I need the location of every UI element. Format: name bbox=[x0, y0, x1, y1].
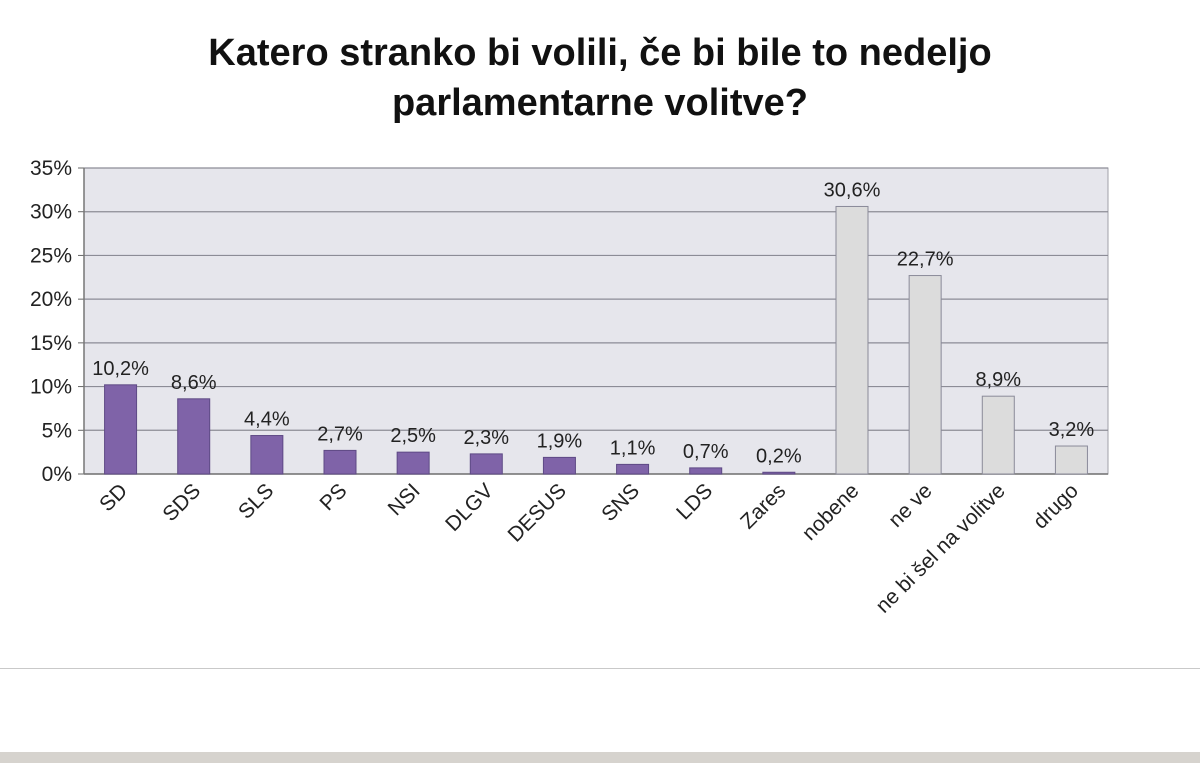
category-label: PS bbox=[315, 479, 351, 515]
bar bbox=[250, 435, 284, 475]
y-tick-label: 30% bbox=[30, 201, 72, 224]
category-label: ne bi šel na volitve bbox=[871, 479, 1009, 617]
data-label: 22,7% bbox=[897, 249, 954, 271]
bar bbox=[104, 384, 138, 475]
bottom-divider bbox=[0, 668, 1200, 669]
y-tick-label: 0% bbox=[42, 463, 72, 486]
footer-band bbox=[0, 752, 1200, 763]
bar bbox=[469, 453, 503, 475]
bar bbox=[981, 395, 1015, 475]
chart-title: Katero stranko bi volili, če bi bile to … bbox=[0, 28, 1200, 128]
y-tick-label: 20% bbox=[30, 288, 72, 311]
category-label: Zares bbox=[736, 479, 790, 533]
category-label: ne ve bbox=[884, 479, 937, 532]
category-label: NSI bbox=[384, 479, 425, 520]
bar bbox=[616, 463, 650, 475]
bar bbox=[1054, 445, 1088, 475]
y-tick-label: 25% bbox=[30, 244, 72, 267]
data-label: 2,3% bbox=[463, 427, 509, 449]
chart-title-line-1: Katero stranko bi volili, če bi bile to … bbox=[208, 32, 992, 74]
data-label: 0,7% bbox=[683, 441, 729, 463]
data-label: 8,6% bbox=[171, 372, 217, 394]
data-label: 1,1% bbox=[610, 437, 656, 459]
bar bbox=[762, 471, 796, 475]
data-label: 3,2% bbox=[1049, 419, 1095, 441]
plot-area bbox=[83, 167, 1109, 475]
category-label: LDS bbox=[672, 479, 717, 524]
bar bbox=[323, 449, 357, 475]
bar bbox=[177, 398, 211, 475]
category-label: SLS bbox=[234, 479, 278, 523]
bar bbox=[835, 205, 869, 475]
y-tick-label: 10% bbox=[30, 376, 72, 399]
category-label: DESUS bbox=[504, 479, 571, 546]
data-label: 0,2% bbox=[756, 445, 802, 467]
data-label: 2,7% bbox=[317, 423, 363, 445]
y-tick-label: 35% bbox=[30, 157, 72, 180]
bar bbox=[542, 456, 576, 475]
y-tick-label: 15% bbox=[30, 332, 72, 355]
category-label: drugo bbox=[1029, 479, 1083, 533]
data-label: 30,6% bbox=[824, 179, 881, 201]
category-label: nobene bbox=[798, 479, 864, 545]
category-label: SDS bbox=[158, 479, 205, 526]
y-tick-label: 5% bbox=[42, 419, 72, 442]
data-label: 4,4% bbox=[244, 409, 290, 431]
category-label: DLGV bbox=[441, 479, 498, 536]
bar bbox=[908, 275, 942, 475]
data-label: 2,5% bbox=[390, 425, 436, 447]
chart-title-line-2: parlamentarne volitve? bbox=[391, 82, 809, 124]
bar bbox=[396, 451, 430, 475]
category-label: SNS bbox=[597, 479, 644, 526]
data-label: 10,2% bbox=[92, 358, 149, 380]
bar bbox=[689, 467, 723, 475]
data-label: 8,9% bbox=[975, 369, 1021, 391]
data-label: 1,9% bbox=[537, 430, 583, 452]
category-label: SD bbox=[95, 479, 132, 516]
